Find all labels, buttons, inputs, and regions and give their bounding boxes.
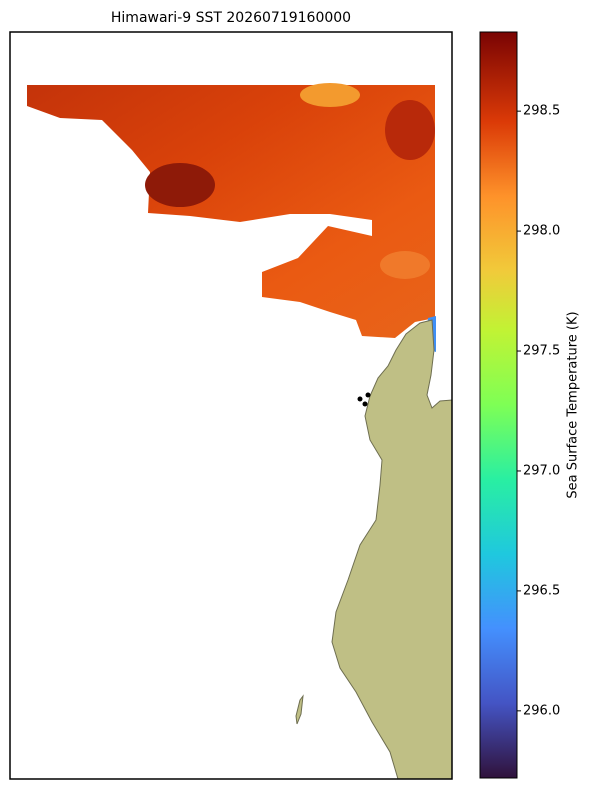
colorbar xyxy=(479,31,518,779)
sst-field xyxy=(27,85,435,338)
colorbar-tick-label: 298.0 xyxy=(523,224,560,239)
sst-warm-patch xyxy=(385,100,435,160)
island xyxy=(295,694,304,725)
sst-warm-patch xyxy=(145,163,215,207)
colorbar-tick-label: 297.0 xyxy=(523,463,560,478)
colorbar-label: Sea Surface Temperature (K) xyxy=(566,311,581,498)
map-frame xyxy=(9,31,453,780)
station xyxy=(365,392,371,398)
station xyxy=(362,401,368,407)
colorbar-tick-label: 296.0 xyxy=(523,703,560,718)
colorbar-tick-label: 298.5 xyxy=(523,104,560,119)
sst-cool-patch xyxy=(300,83,360,107)
map-title: Himawari-9 SST 20260719160000 xyxy=(111,10,351,26)
colorbar-tick-label: 297.5 xyxy=(523,344,560,359)
sst-cool-patch xyxy=(380,251,430,279)
colorbar-tick-label: 296.5 xyxy=(523,583,560,598)
station xyxy=(357,396,363,402)
land xyxy=(331,319,453,780)
map xyxy=(9,31,453,780)
